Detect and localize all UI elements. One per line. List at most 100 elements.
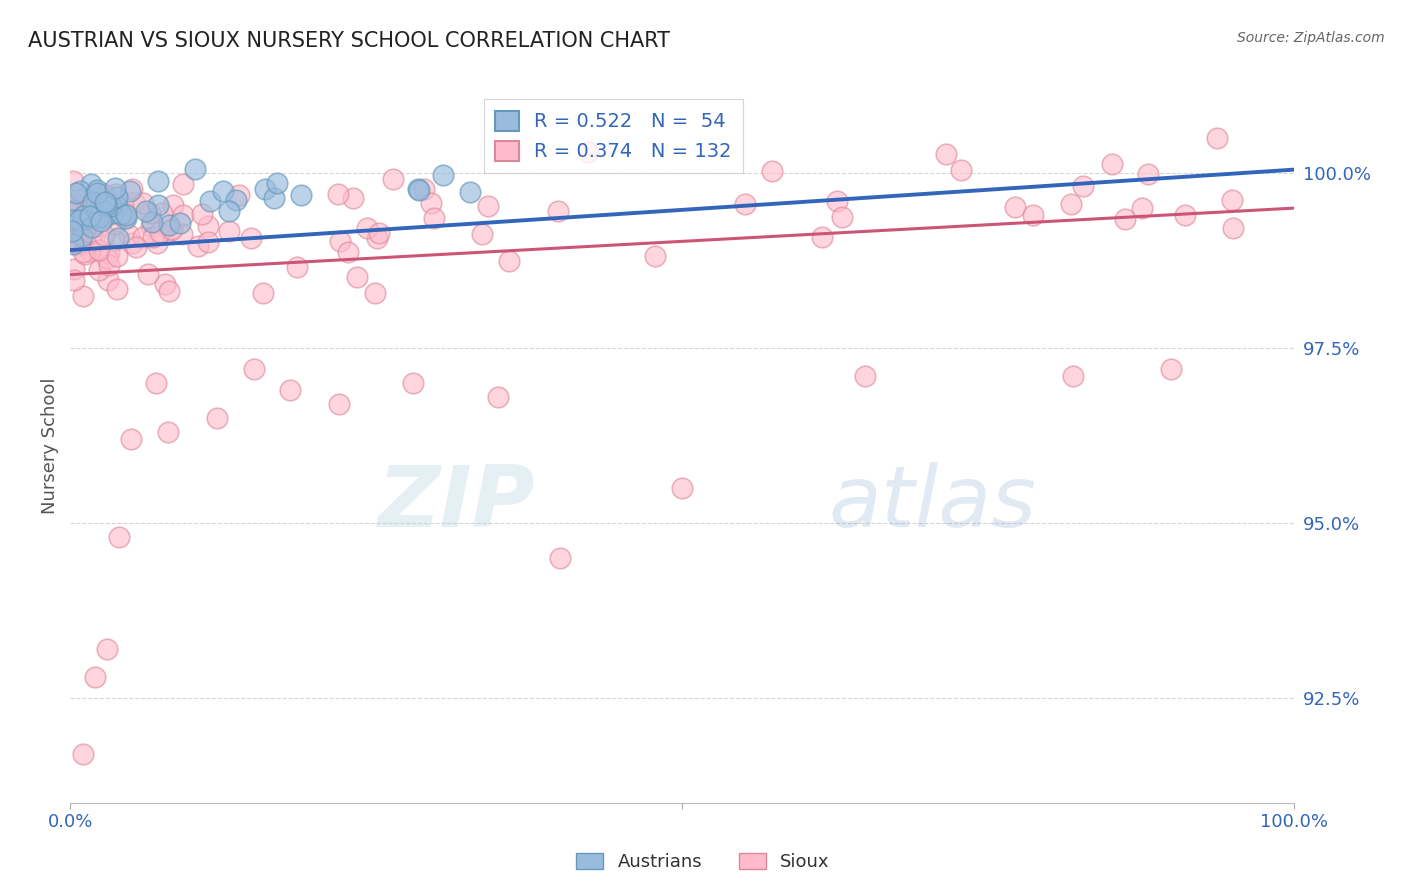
Point [263,191,285,205]
Point [172,208,194,222]
Point [103,196,125,211]
Point [82,194,104,209]
Point [423,211,446,226]
Point [87,263,110,277]
Point [367,227,389,241]
Point [75,203,97,218]
Point [86,186,108,200]
Point [94,194,117,209]
Point [160,223,183,237]
Point [110,207,132,221]
Point [62,174,84,188]
Point [62,237,84,252]
Point [79,209,101,223]
Point [1004,200,1026,214]
Point [103,201,125,215]
Point [83,188,105,202]
Point [72,244,94,259]
Point [101,206,124,220]
Point [67,213,90,227]
Point [406,181,429,195]
Point [67,227,90,242]
Point [402,376,425,390]
Point [132,195,155,210]
Point [60,197,83,211]
Point [101,207,124,221]
Point [146,235,169,250]
Point [160,222,183,236]
Point [96,272,118,286]
Point [76,210,98,224]
Point [105,186,128,201]
Point [118,227,141,242]
Point [157,218,180,232]
Point [77,212,100,227]
Point [84,208,107,222]
Point [67,219,90,234]
Point [107,200,129,214]
Point [346,270,368,285]
Point [162,198,184,212]
Point [62,203,84,218]
Point [243,362,266,376]
Point [62,261,84,276]
Point [413,182,436,196]
Point [93,210,115,224]
Point [170,227,193,241]
Point [172,178,194,192]
Point [1160,362,1182,376]
Point [831,210,853,224]
Text: ZIP: ZIP [377,461,536,545]
Point [122,195,145,210]
Point [104,180,127,194]
Point [70,229,93,244]
Point [96,194,118,209]
Point [93,227,115,242]
Point [253,182,276,196]
Point [84,216,107,230]
Point [62,212,84,227]
Point [935,147,957,161]
Point [205,411,228,425]
Point [211,184,233,198]
Point [329,234,352,248]
Point [1222,221,1244,235]
Point [197,235,219,250]
Point [104,217,127,231]
Point [141,215,163,229]
Point [67,235,90,250]
Point [79,208,101,222]
Point [157,284,180,298]
Point [187,239,209,253]
Point [1114,212,1136,227]
Point [80,177,103,191]
Point [855,369,877,384]
Point [103,233,125,247]
Point [183,161,205,176]
Point [105,250,128,264]
Point [169,216,191,230]
Point [105,282,128,296]
Point [125,240,148,254]
Point [280,383,302,397]
Point [432,168,454,182]
Point [96,641,118,656]
Point [218,224,240,238]
Point [290,187,312,202]
Point [419,195,441,210]
Point [82,235,104,249]
Point [408,184,430,198]
Point [72,209,94,223]
Y-axis label: Nursery School: Nursery School [41,377,59,515]
Point [65,186,87,200]
Point [83,670,105,684]
Point [89,210,111,224]
Legend: Austrians, Sioux: Austrians, Sioux [569,846,837,879]
Point [366,231,388,245]
Point [87,244,110,258]
Point [155,277,177,292]
Point [285,260,308,274]
Point [60,224,83,238]
Point [576,145,599,159]
Point [252,285,274,300]
